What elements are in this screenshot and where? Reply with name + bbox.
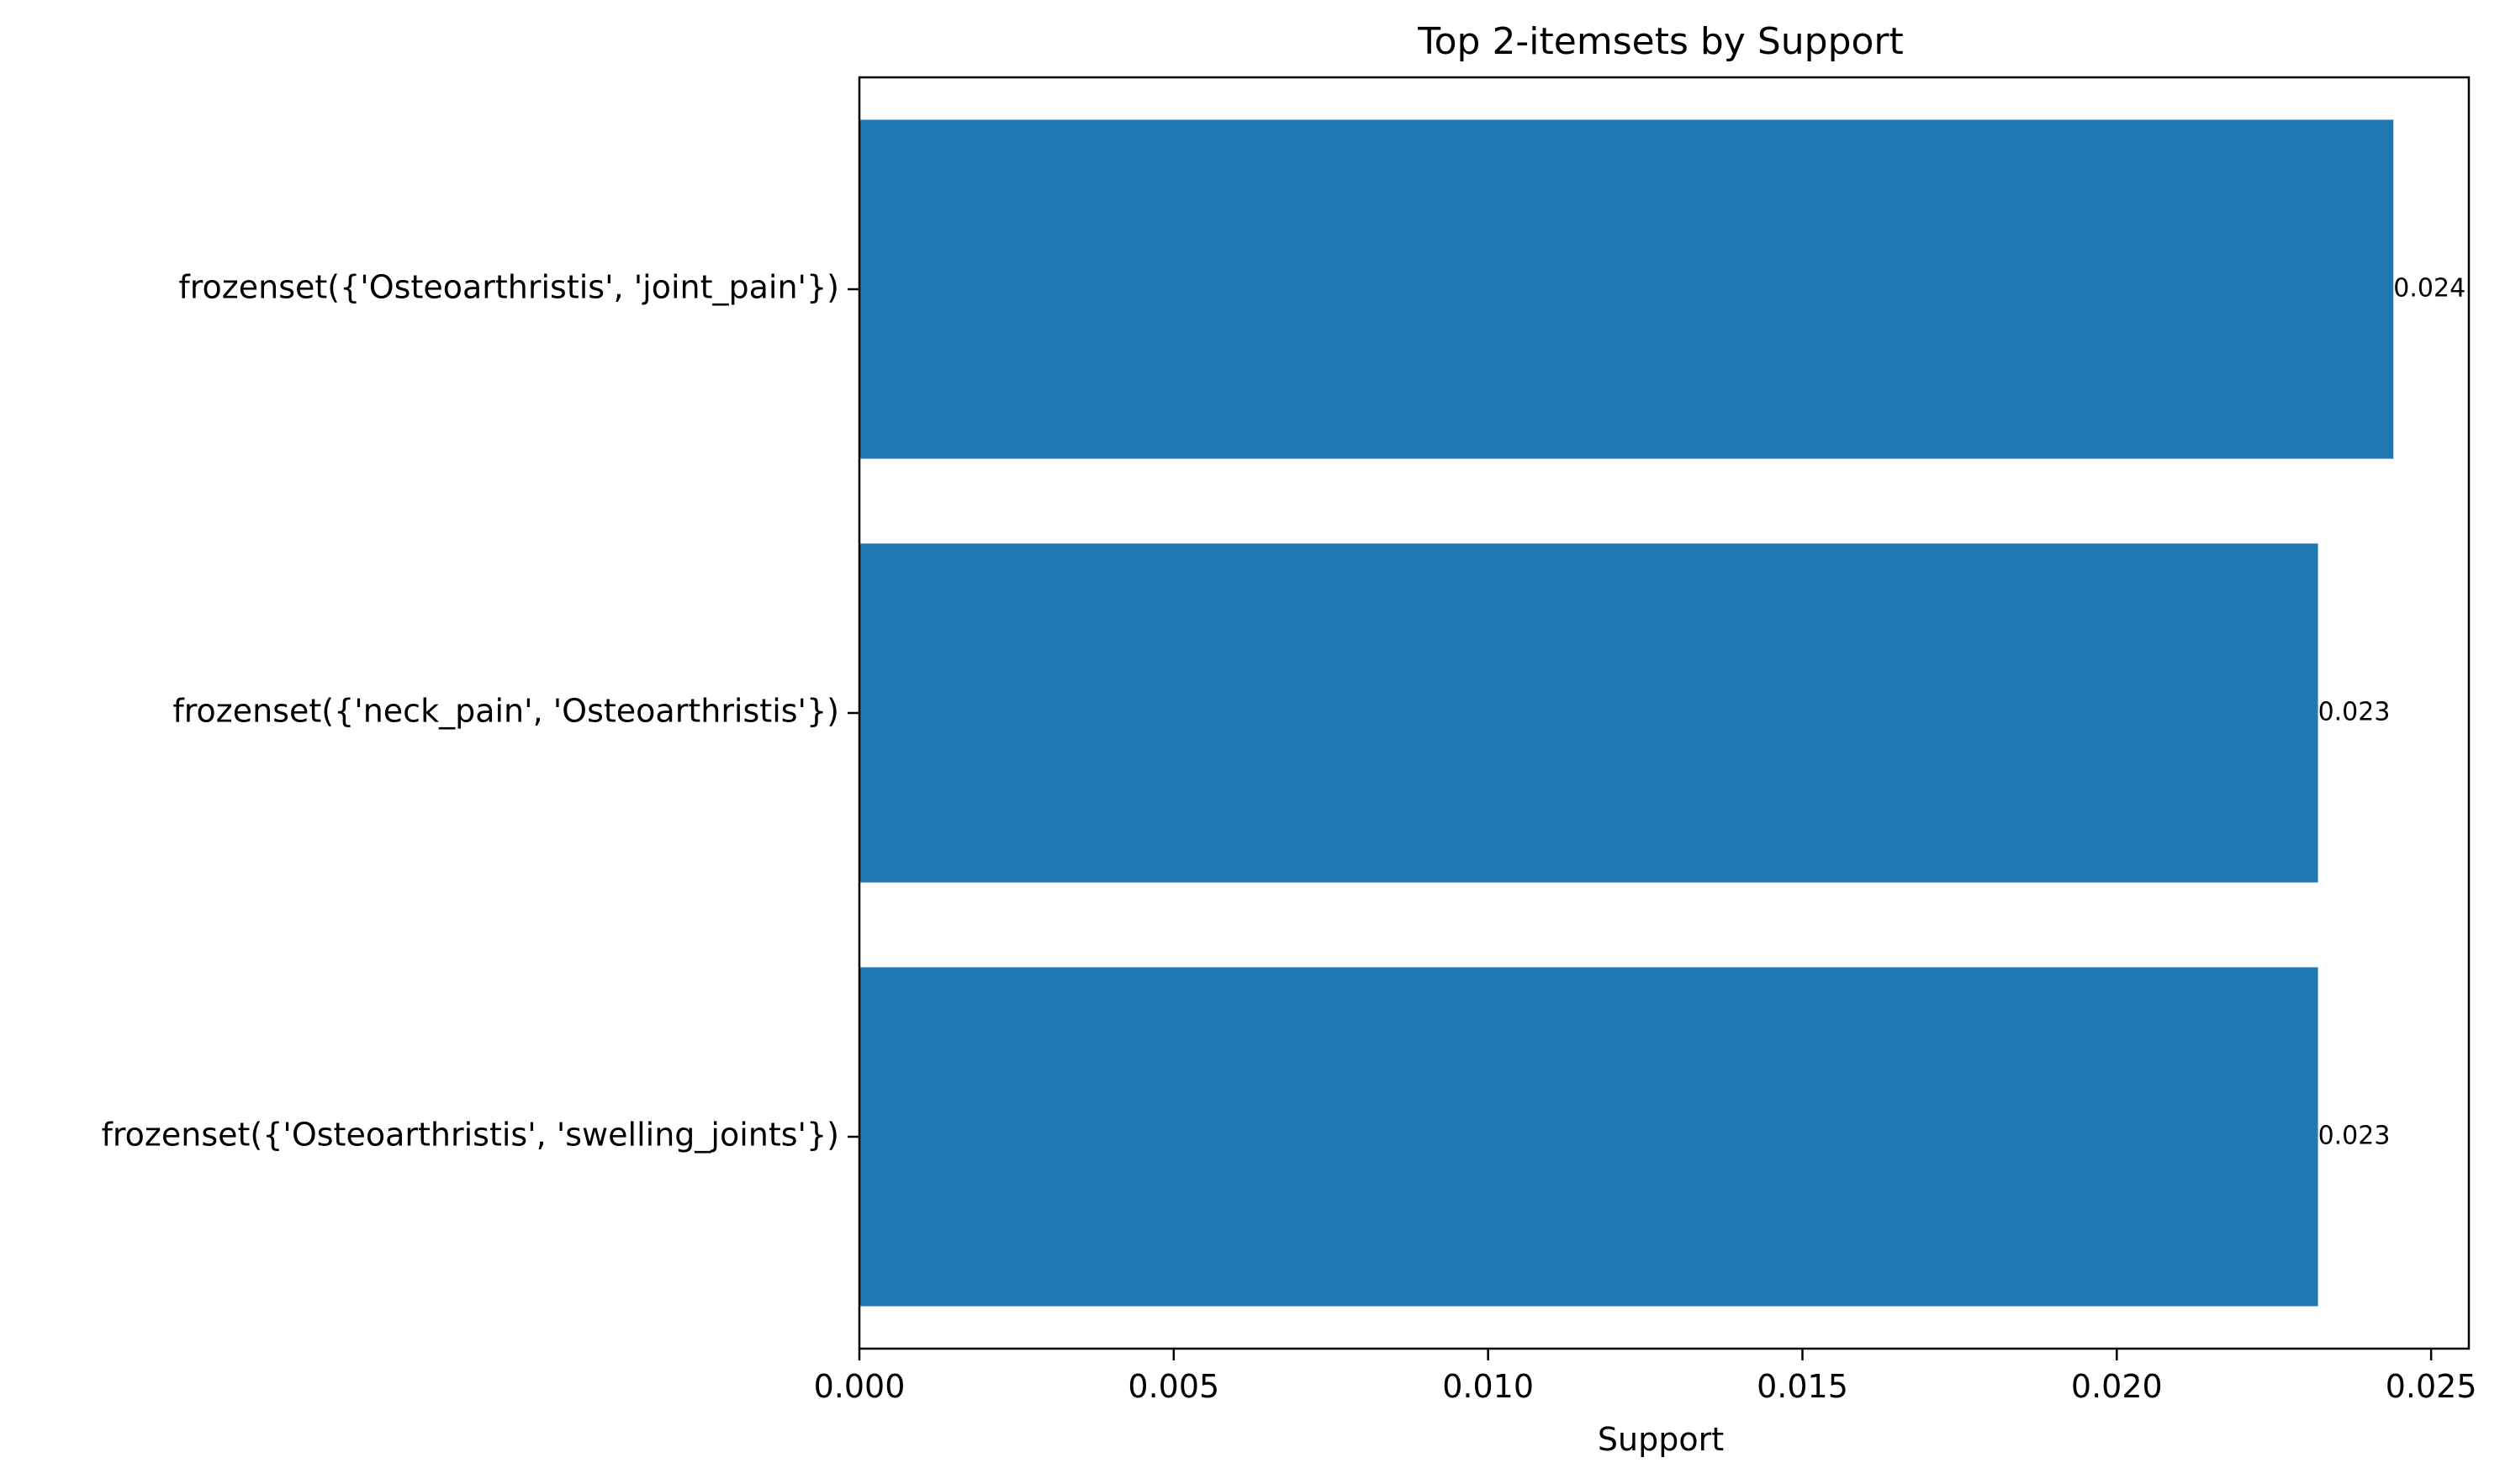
y-tick-label: frozenset({'Osteoarthristis', 'joint_pai… [178, 269, 839, 306]
x-tick-label: 0.020 [2071, 1368, 2163, 1405]
x-tick-label: 0.005 [1128, 1368, 1219, 1405]
x-axis-label: Support [1598, 1421, 1724, 1458]
y-tick-label: frozenset({'neck_pain', 'Osteoarthristis… [172, 693, 839, 730]
bar [859, 543, 2318, 883]
x-axis: 0.000 0.005 0.010 0.015 0.020 0.025 [814, 1349, 2477, 1405]
x-tick-label: 0.000 [814, 1368, 906, 1405]
y-tick-label: frozenset({'Osteoarthristis', 'swelling_… [102, 1117, 840, 1154]
bar-value-label: 0.023 [2318, 698, 2391, 727]
bar-value-label: 0.023 [2318, 1122, 2391, 1151]
bar [859, 119, 2394, 459]
chart-title: Top 2-itemsets by Support [1417, 20, 1904, 63]
bar-value-label: 0.024 [2393, 274, 2465, 304]
y-axis: frozenset({'Osteoarthristis', 'joint_pai… [102, 269, 859, 1154]
bar [859, 967, 2318, 1307]
x-tick-label: 0.025 [2386, 1368, 2477, 1405]
plot-area-frame [858, 76, 2471, 1350]
bars-layer [859, 119, 2394, 1307]
x-tick-label: 0.010 [1442, 1368, 1534, 1405]
x-tick-label: 0.015 [1757, 1368, 1848, 1405]
data-labels-layer: 0.024 0.023 0.023 [2318, 274, 2466, 1151]
